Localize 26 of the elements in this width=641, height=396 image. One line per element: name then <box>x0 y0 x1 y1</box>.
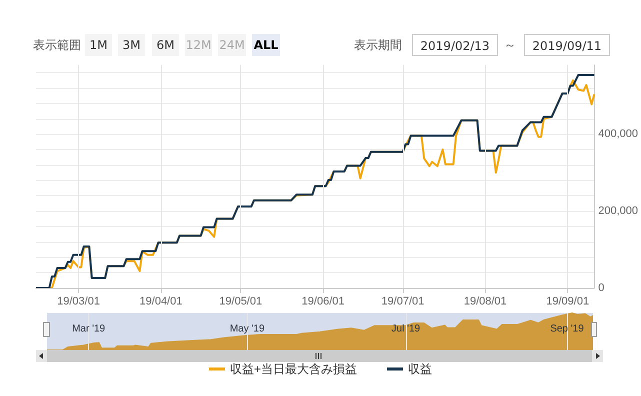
x-tick-label: 19/07/01 <box>381 296 424 308</box>
legend-label: 収益 <box>408 362 432 376</box>
x-tick-label: 19/08/01 <box>464 296 507 308</box>
x-tick-label: 19/09/01 <box>546 296 590 308</box>
text: 12M <box>185 34 212 56</box>
x-tick-label: 19/03/01 <box>57 296 100 308</box>
text: 6M <box>152 34 179 56</box>
x-tick-label: May '19 <box>230 324 265 334</box>
text: 2019/02/13 <box>412 34 498 56</box>
y-tick-label: 200,000 <box>598 205 638 218</box>
text: ALL <box>252 34 280 56</box>
text: ～ <box>503 37 517 54</box>
text: 表示期間 <box>353 37 403 54</box>
text: 表示範囲 <box>33 37 81 54</box>
x-tick-label: 19/04/01 <box>140 296 182 308</box>
x-tick-label: 19/05/01 <box>219 296 262 308</box>
x-tick-label: Jul '19 <box>392 324 421 334</box>
text: 24M <box>218 34 246 56</box>
y-tick-label: 400,000 <box>598 128 638 140</box>
y-tick-label: 0 <box>598 282 604 294</box>
legend-label: 収益+当日最大含み損益 <box>230 362 358 376</box>
x-tick-label: Mar '19 <box>72 324 106 334</box>
text: 2019/09/11 <box>524 34 610 56</box>
x-tick-label: 19/06/01 <box>302 296 345 308</box>
text: 3M <box>118 34 145 56</box>
text: 1M <box>85 34 112 56</box>
